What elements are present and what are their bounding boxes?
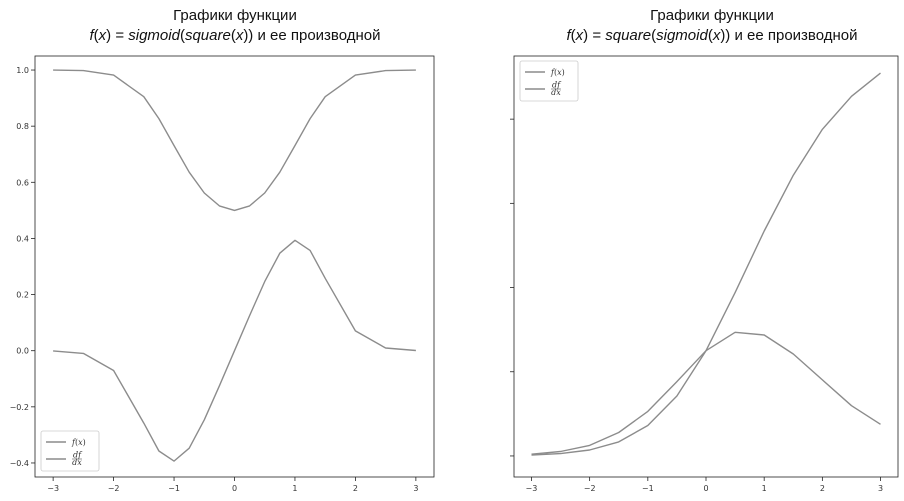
legend-box	[519, 60, 579, 102]
series-line-f	[53, 69, 416, 212]
y-tick-label: 0.4	[16, 234, 29, 243]
x-tick-label: −3	[526, 484, 538, 493]
legend-label: f(x)	[71, 438, 86, 447]
chart-2: Графики функции f(x) = square(sigmoid(x))…	[510, 7, 899, 493]
x-tick-label: 1	[292, 484, 297, 493]
legend-box	[40, 430, 100, 472]
x-tick-label: 3	[413, 484, 418, 493]
y-tick-label: 0.0	[16, 347, 29, 356]
legend-label: f(x)	[550, 68, 565, 77]
series-line-derivative	[531, 331, 881, 455]
y-tick-label: 1.0	[16, 66, 29, 75]
chart-1: Графики функции f(x) = sigmoid(square(x))…	[10, 7, 435, 493]
y-tick-label: −0.2	[10, 403, 29, 412]
y-tick-label: 0.6	[16, 178, 29, 187]
plot-frame	[513, 55, 899, 478]
svg-text:dx: dx	[72, 458, 82, 467]
svg-text:dx: dx	[551, 88, 561, 97]
x-tick-label: −2	[108, 484, 120, 493]
x-tick-label: 2	[353, 484, 358, 493]
series-line-f	[531, 72, 881, 456]
chart-title: Графики функции	[650, 7, 774, 24]
x-tick-label: 0	[232, 484, 237, 493]
svg-text:df: df	[73, 451, 83, 460]
x-tick-label: 3	[878, 484, 883, 493]
plot-frame	[34, 55, 435, 478]
x-tick-label: 2	[820, 484, 825, 493]
chart-title: Графики функции	[173, 7, 297, 24]
x-tick-label: −1	[168, 484, 180, 493]
x-tick-label: 1	[762, 484, 767, 493]
y-tick-label: 0.8	[16, 122, 29, 131]
x-tick-label: −3	[47, 484, 59, 493]
x-tick-label: −1	[642, 484, 654, 493]
y-tick-label: −0.4	[10, 459, 29, 468]
series-line-derivative	[53, 239, 416, 462]
chart-subtitle: f(x) = sigmoid(square(x)) и ее производн…	[89, 27, 380, 44]
x-tick-label: 0	[703, 484, 708, 493]
svg-text:df: df	[552, 81, 562, 90]
chart-subtitle: f(x) = square(sigmoid(x)) и ее производн…	[566, 27, 857, 44]
x-tick-label: −2	[584, 484, 596, 493]
y-tick-label: 0.2	[16, 291, 29, 300]
